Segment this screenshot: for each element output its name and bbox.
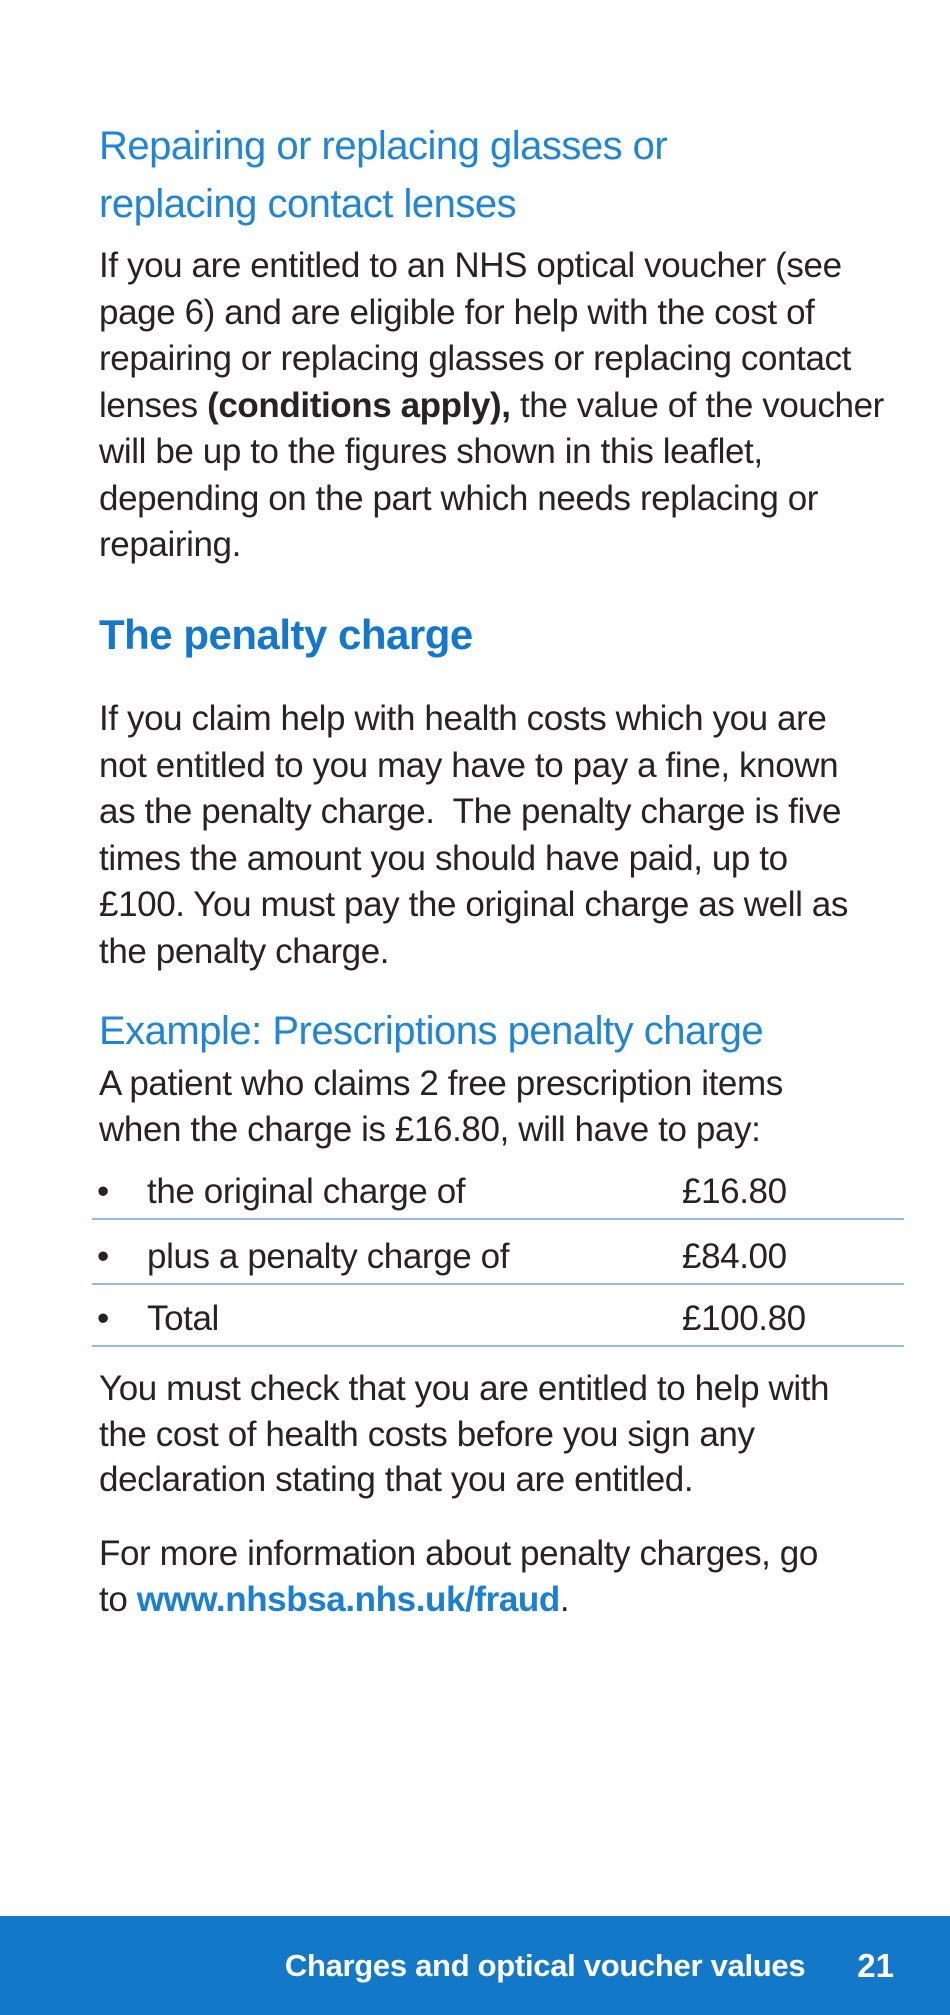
footer-bar: Charges and optical voucher values 21 (0, 1916, 950, 2015)
row-value: £16.80 (682, 1172, 787, 1211)
text-run: For more information about penalty charg… (99, 1534, 818, 1619)
heading-penalty-charge: The penalty charge (99, 611, 473, 658)
bullet-icon: • (97, 1299, 109, 1338)
paragraph-example-intro: A patient who claims 2 free prescription… (99, 1064, 783, 1149)
paragraph-more-information: For more information about penalty charg… (99, 1531, 818, 1622)
row-label: Total (147, 1299, 219, 1338)
row-value: £84.00 (682, 1237, 787, 1276)
bullet-icon: • (97, 1237, 109, 1276)
heading-example-prescriptions-penalty: Example: Prescriptions penalty charge (99, 1009, 764, 1053)
footer-section-title: Charges and optical voucher values (284, 1947, 806, 1983)
text-run: If you are entitled to an NHS optical vo… (99, 246, 851, 425)
row-label: the original charge of (147, 1172, 466, 1211)
paragraph-optical-voucher: If you are entitled to an NHS optical vo… (99, 243, 884, 569)
text-run-conditions-apply: (conditions apply), (207, 385, 511, 425)
bullet-icon: • (97, 1172, 109, 1211)
text-run: the value of the voucher will be up to t… (99, 385, 884, 565)
row-value: £100.80 (682, 1299, 806, 1338)
table-row-original-charge: • the original charge of £16.80 (92, 1168, 904, 1220)
fraud-url-link[interactable]: www.nhsbsa.nhs.uk/fraud (136, 1579, 561, 1619)
heading-repairing-replacing-glasses: Repairing or replacing glasses or replac… (99, 124, 668, 226)
text-run: . (559, 1579, 570, 1619)
table-row-total: • Total £100.80 (92, 1295, 904, 1347)
table-row-penalty-charge: • plus a penalty charge of £84.00 (92, 1233, 904, 1285)
page-number: 21 (857, 1946, 894, 1984)
paragraph-penalty-charge: If you claim help with health costs whic… (99, 699, 848, 971)
paragraph-check-entitled: You must check that you are entitled to … (99, 1369, 830, 1499)
row-label: plus a penalty charge of (147, 1237, 510, 1276)
